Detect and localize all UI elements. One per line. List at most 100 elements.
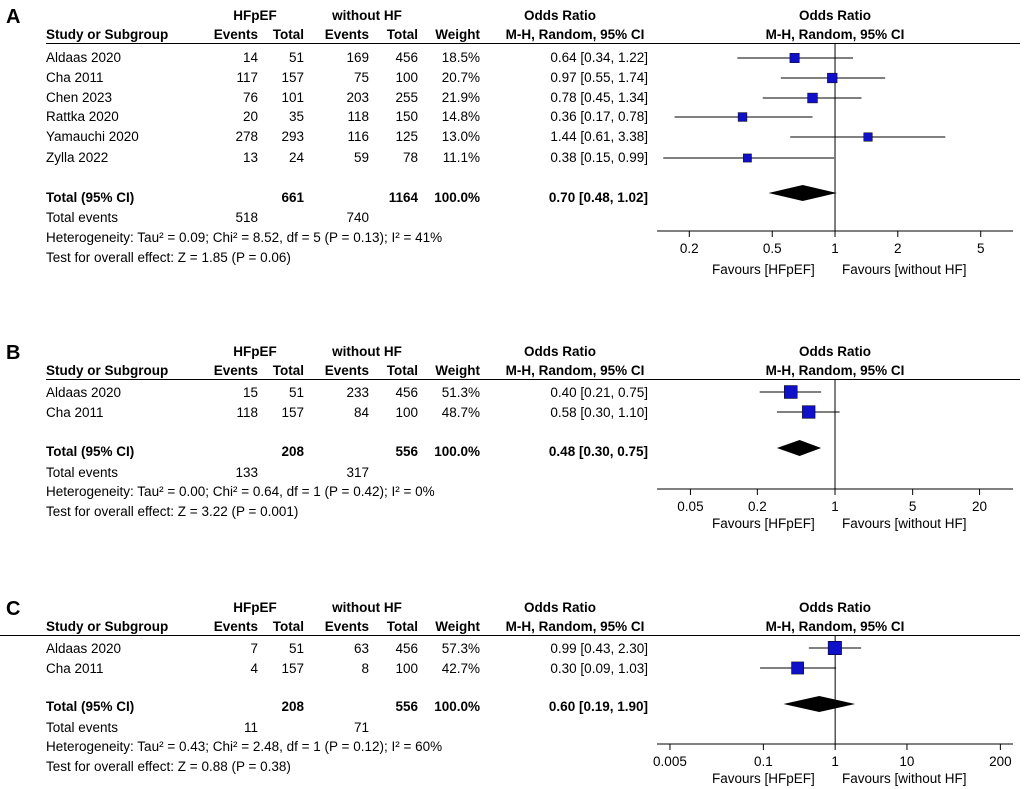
weight-cell: 51.3% [441, 385, 480, 400]
total-label: Total (95% CI) [46, 444, 135, 459]
favours-right-label: Favours [without HF] [842, 516, 967, 531]
weight-cell: 57.3% [441, 641, 480, 656]
x-tick-label: 1 [831, 499, 839, 514]
study-name: Cha 2011 [46, 70, 104, 85]
total2-sum: 556 [395, 444, 418, 459]
panel-letter-b: B [6, 342, 21, 364]
total2-cell: 125 [395, 129, 418, 144]
study-marker [807, 92, 818, 104]
heterogeneity-text: Heterogeneity: Tau² = 0.00; Chi² = 0.64,… [46, 484, 435, 499]
study-name: Aldaas 2020 [46, 385, 122, 400]
x-tick-label: 10 [899, 754, 914, 769]
weight-cell: 48.7% [441, 405, 480, 420]
x-tick-label: 0.005 [653, 754, 687, 769]
events2-cell: 63 [353, 641, 369, 656]
study-name: Yamauchi 2020 [46, 129, 139, 144]
total-ci: 0.60 [0.19, 1.90] [548, 699, 648, 714]
total-label: Total (95% CI) [46, 190, 135, 205]
events2-sum: 740 [346, 210, 369, 225]
weight-cell: 13.0% [441, 129, 480, 144]
total2-column-header: Total [386, 363, 418, 378]
heterogeneity-text: Heterogeneity: Tau² = 0.09; Chi² = 8.52,… [46, 230, 443, 245]
events2-cell: 169 [346, 50, 369, 65]
study-column-header: Study or Subgroup [46, 363, 169, 378]
x-tick-label: 1 [831, 241, 839, 256]
total2-cell: 456 [395, 385, 418, 400]
study-marker [827, 72, 838, 84]
events1-cell: 117 [236, 70, 258, 85]
events1-cell: 278 [235, 129, 258, 144]
ci-cell: 0.36 [0.17, 0.78] [550, 109, 648, 124]
total2-sum: 1164 [388, 190, 418, 205]
total2-cell: 100 [395, 661, 418, 676]
ci-cell: 0.97 [0.55, 1.74] [550, 70, 648, 85]
group2-header: without HF [332, 8, 402, 23]
total1-cell: 157 [281, 405, 304, 420]
total1-cell: 157 [281, 661, 304, 676]
forest-plot-b: 0.05 0.2 1 5 20 [657, 380, 1013, 514]
total1-cell: 51 [288, 641, 304, 656]
study-name: Aldaas 2020 [46, 641, 122, 656]
x-tick-label: 5 [909, 499, 917, 514]
total1-cell: 35 [288, 109, 304, 124]
events2-cell: 233 [346, 385, 369, 400]
study-marker [863, 132, 873, 142]
total1-cell: 293 [281, 129, 304, 144]
weight-column-header: Weight [435, 27, 480, 42]
or-plot-header: Odds Ratio [798, 600, 871, 615]
ci-cell: 0.64 [0.34, 1.22] [550, 50, 648, 65]
events2-column-header: Events [324, 27, 369, 42]
events2-sum: 71 [353, 720, 369, 735]
events-label: Total events [46, 210, 119, 225]
total2-cell: 150 [395, 109, 418, 124]
events1-column-header: Events [213, 27, 258, 42]
total2-cell: 255 [395, 90, 418, 105]
events2-cell: 59 [353, 150, 369, 165]
total2-column-header: Total [386, 619, 418, 634]
events2-cell: 75 [353, 70, 369, 85]
events2-cell: 8 [361, 661, 369, 676]
or-plot-header: Odds Ratio [798, 8, 871, 23]
total2-cell: 456 [395, 641, 418, 656]
events1-cell: 15 [242, 385, 258, 400]
total-ci: 0.70 [0.48, 1.02] [548, 190, 648, 205]
weight-cell: 14.8% [441, 109, 480, 124]
study-name: Cha 2011 [46, 405, 104, 420]
favours-right-label: Favours [without HF] [842, 262, 967, 277]
study-name: Zylla 2022 [46, 150, 109, 165]
events1-sum: 133 [235, 465, 258, 480]
total-weight: 100.0% [434, 444, 480, 459]
events1-cell: 118 [236, 405, 258, 420]
events2-cell: 84 [353, 405, 369, 420]
study-marker [784, 385, 798, 399]
overall-effect-text: Test for overall effect: Z = 1.85 (P = 0… [46, 250, 291, 265]
events1-cell: 14 [242, 50, 258, 65]
x-tick-label: 200 [989, 754, 1012, 769]
events1-sum: 518 [235, 210, 258, 225]
x-tick-label: 0.2 [748, 499, 767, 514]
x-tick-label: 0.05 [677, 499, 703, 514]
ci-plot-column-header: M-H, Random, 95% CI [765, 619, 905, 634]
header-rule [0, 635, 1020, 636]
study-marker [789, 53, 800, 63]
study-name: Cha 2011 [46, 661, 104, 676]
total2-sum: 556 [395, 699, 418, 714]
heterogeneity-text: Heterogeneity: Tau² = 0.43; Chi² = 2.48,… [46, 739, 443, 754]
group1-header: HFpEF [233, 8, 277, 23]
ci-cell: 0.40 [0.21, 0.75] [550, 385, 648, 400]
overall-effect-text: Test for overall effect: Z = 3.22 (P = 0… [46, 504, 299, 519]
ci-cell: 0.99 [0.43, 2.30] [550, 641, 648, 656]
group1-header: HFpEF [233, 344, 277, 359]
favours-left-label: Favours [HFpEF] [712, 262, 815, 277]
or-header: Odds Ratio [523, 600, 596, 615]
total2-cell: 78 [402, 150, 418, 165]
total1-cell: 24 [288, 150, 304, 165]
total1-sum: 208 [281, 444, 304, 459]
group2-header: without HF [332, 344, 402, 359]
favours-right-label: Favours [without HF] [842, 771, 967, 786]
ci-cell: 0.78 [0.45, 1.34] [550, 90, 648, 105]
ci-column-header: M-H, Random, 95% CI [505, 363, 645, 378]
events-label: Total events [46, 720, 119, 735]
ci-plot-column-header: M-H, Random, 95% CI [765, 363, 905, 378]
total2-cell: 100 [395, 405, 418, 420]
